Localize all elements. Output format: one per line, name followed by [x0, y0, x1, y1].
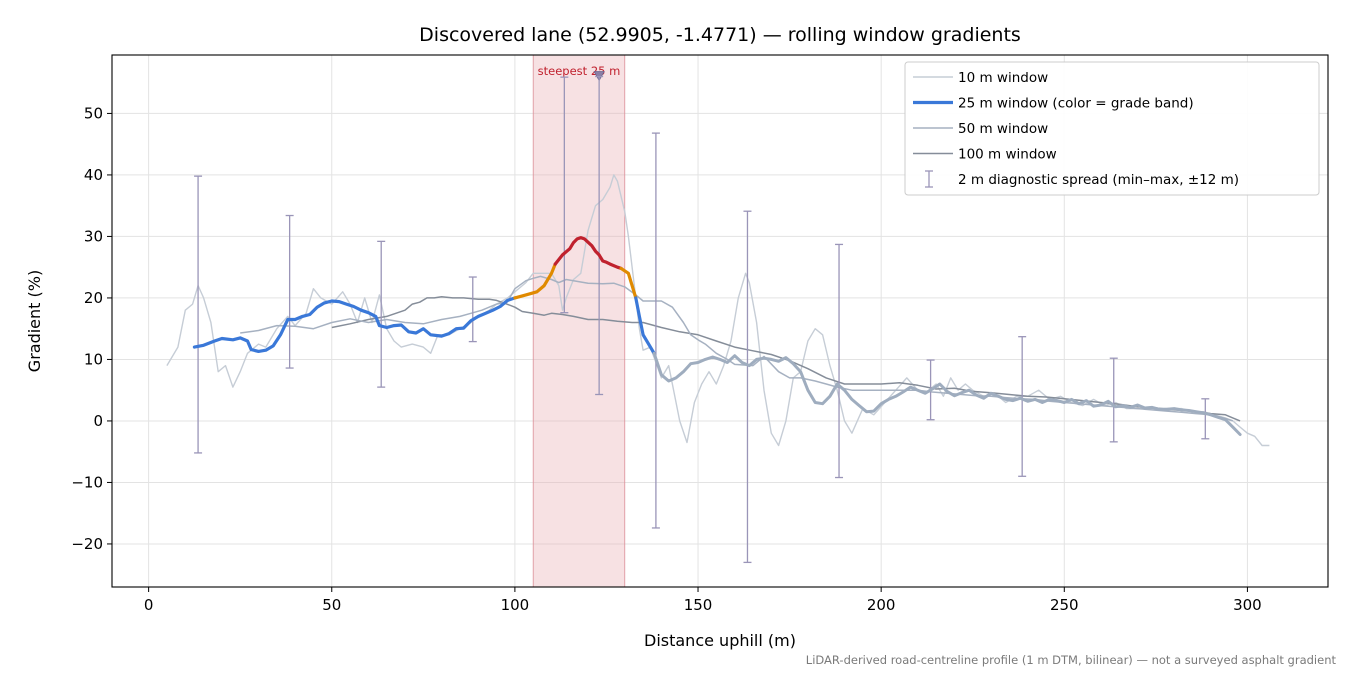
legend-entry: 25 m window (color = grade band) — [913, 96, 1194, 112]
x-tick-label: 200 — [867, 596, 896, 614]
x-tick-label: 0 — [144, 596, 154, 614]
legend-entry: 2 m diagnostic spread (min–max, ±12 m) — [925, 170, 1239, 188]
y-axis-label: Gradient (%) — [25, 270, 44, 372]
x-tick-label: 50 — [322, 596, 341, 614]
y-tick-label: 30 — [84, 227, 103, 245]
chart-title: Discovered lane (52.9905, -1.4771) — rol… — [419, 24, 1021, 46]
y-tick-label: 50 — [84, 104, 103, 122]
x-axis-label: Distance uphill (m) — [644, 631, 796, 650]
legend-label: 2 m diagnostic spread (min–max, ±12 m) — [958, 172, 1239, 188]
steepest-label: steepest 25 m — [538, 64, 621, 78]
x-tick-label: 250 — [1050, 596, 1079, 614]
errorbar — [743, 210, 752, 564]
legend-label: 50 m window — [958, 121, 1048, 137]
errorbar — [1201, 398, 1210, 440]
errorbar — [377, 240, 386, 388]
series-100m-line — [331, 295, 1241, 422]
errorbar — [1109, 357, 1118, 443]
x-tick-label: 100 — [501, 596, 530, 614]
legend-label: 100 m window — [958, 147, 1057, 163]
y-tick-label: −20 — [71, 535, 103, 553]
axes: 0 50 100 150 200 250 300 −20 −10 0 10 20 30 40 50 — [71, 54, 1329, 614]
series-25m-segment-moderate — [634, 296, 656, 355]
errorbar — [1018, 336, 1027, 477]
errorbar — [285, 214, 294, 369]
errorbar — [560, 76, 569, 314]
x-tick-label: 150 — [684, 596, 713, 614]
legend-label: 25 m window (color = grade band) — [958, 96, 1194, 112]
y-tick-label: −10 — [71, 473, 103, 491]
x-tick-label: 300 — [1233, 596, 1262, 614]
errorbar — [468, 276, 477, 343]
series-25m-segment-steep — [619, 266, 638, 300]
y-tick-label: 10 — [84, 350, 103, 368]
series-layer — [166, 75, 1270, 564]
legend-entry: 10 m window — [913, 70, 1048, 86]
footnote: LiDAR-derived road-centreline profile (1… — [806, 653, 1337, 667]
errorbar — [835, 243, 844, 479]
errorbar — [595, 75, 604, 396]
series-25m-segment-steep — [513, 262, 557, 300]
legend-box — [904, 61, 1320, 196]
errorbar — [194, 175, 203, 454]
series-25m-segment-downstream — [652, 351, 1242, 436]
errorbar — [651, 132, 660, 529]
legend: 10 m window 25 m window (color = grade ba… — [904, 61, 1320, 196]
plot-frame — [111, 54, 1329, 588]
series-25m-segment-severe — [553, 236, 623, 270]
series-25m-segment-moderate — [192, 296, 517, 353]
y-tick-label: 0 — [93, 412, 103, 430]
y-tick-label: 40 — [84, 166, 103, 184]
legend-entry: 100 m window — [913, 147, 1057, 163]
legend-label: 10 m window — [958, 70, 1048, 86]
y-tick-label: 20 — [84, 289, 103, 307]
legend-entry: 50 m window — [913, 121, 1048, 137]
